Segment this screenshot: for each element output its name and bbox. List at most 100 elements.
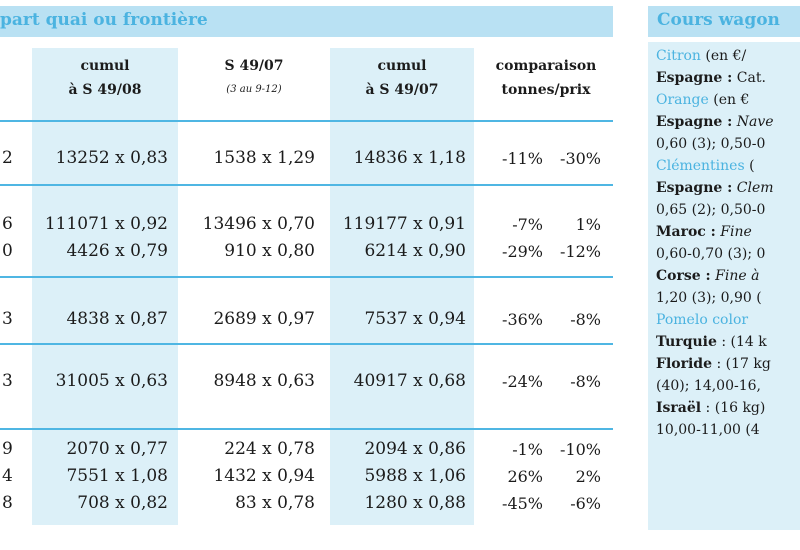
week-2007-cell: 1538 x 1,29 <box>213 148 315 168</box>
price-line: Espagne : Nave <box>656 112 800 132</box>
tonnes-change-cell: -7% <box>512 215 543 234</box>
right-panel-title: Cours wagon <box>657 10 780 30</box>
price-line: Turquie : (14 k <box>656 332 800 352</box>
cumul-2008-cell: 708 x 0,82 <box>77 493 168 513</box>
price-change-cell: -10% <box>560 440 601 459</box>
price-change-cell: 2% <box>575 467 601 486</box>
cumul-2008-cell: 4426 x 0,79 <box>66 241 168 261</box>
column-header-week-2007: S 49/07 (3 au 9-12) <box>224 58 284 95</box>
price-line-label: Maroc : <box>656 224 716 240</box>
week-2007-cell: 224 x 0,78 <box>224 439 315 459</box>
column-header-comparaison: comparaison tonnes/prix <box>495 58 597 98</box>
price-line: Orange (en € <box>656 90 800 110</box>
price-line: Floride : (17 kg <box>656 354 800 374</box>
price-line-detail: Fine <box>710 268 747 284</box>
row-edge-value: 3 <box>2 309 13 329</box>
cumul-2007-cell: 5988 x 1,06 <box>364 466 466 486</box>
price-change-cell: 1% <box>575 215 601 234</box>
row-divider <box>0 120 613 122</box>
price-line-detail: : (14 k <box>716 334 767 350</box>
row-edge-value: 6 <box>2 214 13 234</box>
price-line-detail: Cat. <box>732 70 766 86</box>
price-line-detail: ( <box>744 158 755 174</box>
price-line-label: Espagne : <box>656 70 733 86</box>
tonnes-change-cell: -1% <box>512 440 543 459</box>
price-change-cell: -6% <box>570 494 601 513</box>
row-divider <box>0 428 613 430</box>
week-2007-cell: 83 x 0,78 <box>235 493 315 513</box>
cumul-2008-cell: 4838 x 0,87 <box>66 309 168 329</box>
week-2007-cell: 910 x 0,80 <box>224 241 315 261</box>
column-band-3 <box>330 48 474 525</box>
cumul-2008-cell: 7551 x 1,08 <box>66 466 168 486</box>
price-line-detail: : (16 kg) <box>701 400 766 416</box>
right-panel-body: Citron (en €/Espagne : Cat. Orange (en € E… <box>648 42 800 530</box>
cumul-2007-cell: 1280 x 0,88 <box>364 493 466 513</box>
price-line-label: 1,20 (3); 0,90 ( <box>656 290 762 306</box>
tonnes-change-cell: -24% <box>502 372 543 391</box>
price-line-label: (40); 14,00-16, <box>656 378 761 394</box>
left-table-title: part quai ou frontière <box>0 10 208 30</box>
price-line: 10,00-11,00 (4 <box>656 420 800 440</box>
tonnes-change-cell: 26% <box>507 467 543 486</box>
price-line-detail: : (17 kg <box>712 356 771 372</box>
price-change-cell: -12% <box>560 242 601 261</box>
price-line: Clémentines ( <box>656 156 800 176</box>
cumul-2007-cell: 6214 x 0,90 <box>364 241 466 261</box>
price-change-cell: -8% <box>570 310 601 329</box>
cumul-2007-cell: 40917 x 0,68 <box>353 371 466 391</box>
price-line: 0,65 (2); 0,50-0 <box>656 200 800 220</box>
row-edge-value: 2 <box>2 148 13 168</box>
price-line: Maroc : Fine <box>656 222 800 242</box>
row-divider <box>0 184 613 186</box>
cumul-2008-cell: 2070 x 0,77 <box>66 439 168 459</box>
price-line: Israël : (16 kg) <box>656 398 800 418</box>
price-line-label: Clémentines <box>656 158 745 174</box>
price-line-label: Floride <box>656 356 712 372</box>
price-line-label: Israël <box>656 400 702 416</box>
cumul-2007-cell: 7537 x 0,94 <box>364 309 466 329</box>
price-line: (40); 14,00-16, <box>656 376 800 396</box>
right-panel-header <box>648 6 800 37</box>
price-line: Pomelo color <box>656 310 800 330</box>
price-line-extra: à <box>746 268 760 284</box>
week-2007-cell: 8948 x 0,63 <box>213 371 315 391</box>
price-change-cell: -8% <box>570 372 601 391</box>
price-line: 0,60 (3); 0,50-0 <box>656 134 800 154</box>
price-list: Citron (en €/Espagne : Cat. Orange (en € E… <box>656 46 800 526</box>
price-line-label: 0,60 (3); 0,50-0 <box>656 136 766 152</box>
price-line-detail: Fine <box>715 224 752 240</box>
column-header-cumul-2008: cumul à S 49/08 <box>68 58 142 98</box>
tonnes-change-cell: -11% <box>502 149 543 168</box>
price-line-label: Espagne : <box>656 114 733 130</box>
cumul-2008-cell: 13252 x 0,83 <box>55 148 168 168</box>
left-table-header <box>0 6 613 37</box>
price-line-label: 10,00-11,00 (4 <box>656 422 760 438</box>
tonnes-change-cell: -45% <box>502 494 543 513</box>
row-divider <box>0 343 613 345</box>
price-line: 1,20 (3); 0,90 ( <box>656 288 800 308</box>
price-line-label: Corse : <box>656 268 711 284</box>
cumul-2007-cell: 119177 x 0,91 <box>342 214 466 234</box>
price-line-label: 0,65 (2); 0,50-0 <box>656 202 766 218</box>
price-line-label: Pomelo color <box>656 312 749 328</box>
price-change-cell: -30% <box>560 149 601 168</box>
cumul-2007-cell: 14836 x 1,18 <box>353 148 466 168</box>
price-line-label: Turquie <box>656 334 717 350</box>
price-line: Espagne : Clem <box>656 178 800 198</box>
price-line-label: Orange <box>656 92 709 108</box>
row-edge-value: 8 <box>2 493 13 513</box>
week-2007-cell: 2689 x 0,97 <box>213 309 315 329</box>
price-line-detail: Nave <box>732 114 774 130</box>
price-line-label: 0,60-0,70 (3); 0 <box>656 246 766 262</box>
week-2007-cell: 13496 x 0,70 <box>202 214 315 234</box>
price-line: Corse : Fine à <box>656 266 800 286</box>
column-band-1 <box>32 48 178 525</box>
price-line-detail: (en € <box>708 92 750 108</box>
row-edge-value: 3 <box>2 371 13 391</box>
price-line-detail: (en €/ <box>700 48 747 64</box>
row-edge-value: 0 <box>2 241 13 261</box>
cumul-2007-cell: 2094 x 0,86 <box>364 439 466 459</box>
week-2007-cell: 1432 x 0,94 <box>213 466 315 486</box>
tonnes-change-cell: -29% <box>502 242 543 261</box>
